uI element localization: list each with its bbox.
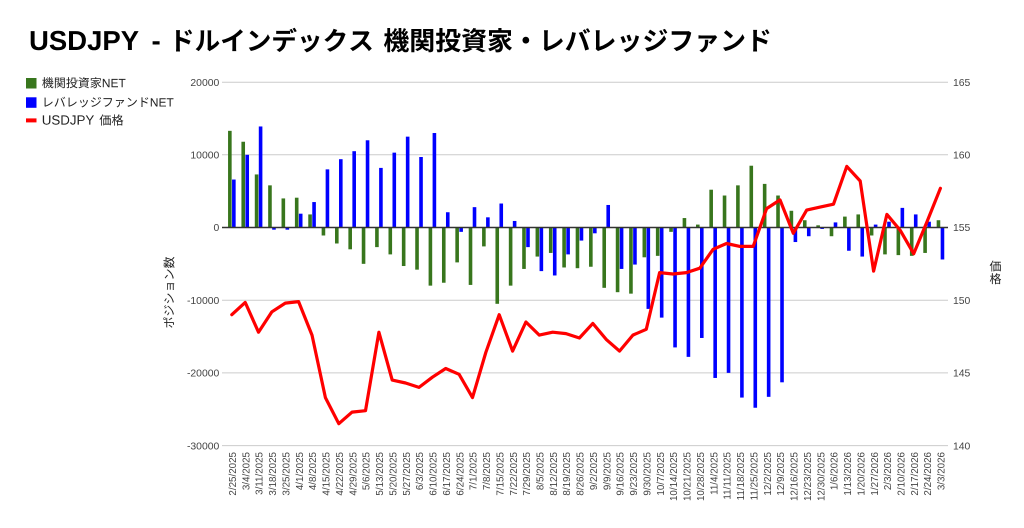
svg-text:3/25/2025: 3/25/2025	[282, 451, 293, 495]
svg-text:7/29/2025: 7/29/2025	[522, 451, 533, 495]
svg-text:2/25/2025: 2/25/2025	[228, 451, 239, 495]
svg-text:6/3/2025: 6/3/2025	[415, 451, 426, 490]
svg-text:5/13/2025: 5/13/2025	[375, 451, 386, 495]
svg-text:5/20/2025: 5/20/2025	[388, 451, 399, 495]
svg-text:12/23/2025: 12/23/2025	[803, 451, 814, 501]
svg-text:12/2/2025: 12/2/2025	[763, 451, 774, 495]
svg-text:165: 165	[953, 78, 971, 89]
svg-text:9/30/2025: 9/30/2025	[643, 451, 654, 495]
svg-text:7/22/2025: 7/22/2025	[509, 451, 520, 495]
svg-text:145: 145	[953, 369, 971, 380]
svg-text:155: 155	[953, 223, 971, 234]
svg-text:10/21/2025: 10/21/2025	[683, 451, 694, 501]
svg-text:9/16/2025: 9/16/2025	[616, 451, 627, 495]
svg-text:3/4/2025: 3/4/2025	[241, 451, 252, 490]
svg-text:10000: 10000	[190, 151, 219, 162]
svg-text:-10000: -10000	[187, 296, 220, 307]
svg-text:7/1/2025: 7/1/2025	[469, 451, 480, 490]
svg-text:8/5/2025: 8/5/2025	[536, 451, 547, 490]
svg-text:1/20/2026: 1/20/2026	[856, 451, 867, 495]
svg-text:2/3/2026: 2/3/2026	[883, 451, 894, 490]
svg-text:4/8/2025: 4/8/2025	[308, 451, 319, 490]
svg-text:0: 0	[214, 223, 220, 234]
svg-text:1/27/2026: 1/27/2026	[870, 451, 881, 495]
svg-text:10/14/2025: 10/14/2025	[669, 451, 680, 501]
svg-text:11/11/2025: 11/11/2025	[723, 451, 734, 499]
svg-text:11/18/2025: 11/18/2025	[736, 451, 747, 500]
svg-text:11/25/2025: 11/25/2025	[749, 451, 760, 500]
svg-text:12/16/2025: 12/16/2025	[790, 451, 801, 501]
svg-text:140: 140	[953, 441, 971, 452]
svg-text:6/10/2025: 6/10/2025	[429, 451, 440, 495]
svg-text:12/30/2025: 12/30/2025	[816, 451, 827, 501]
svg-text:7/15/2025: 7/15/2025	[495, 451, 506, 495]
svg-text:2/10/2026: 2/10/2026	[897, 451, 908, 495]
svg-text:2/24/2026: 2/24/2026	[923, 451, 934, 495]
svg-text:4/15/2025: 4/15/2025	[322, 451, 333, 495]
svg-text:1/13/2026: 1/13/2026	[843, 451, 854, 495]
svg-text:3/18/2025: 3/18/2025	[268, 451, 279, 495]
svg-text:3/11/2025: 3/11/2025	[255, 451, 266, 494]
svg-text:9/2/2025: 9/2/2025	[589, 451, 600, 490]
svg-text:2/17/2026: 2/17/2026	[910, 451, 921, 495]
svg-text:1/6/2026: 1/6/2026	[830, 451, 841, 490]
svg-text:160: 160	[953, 151, 971, 162]
svg-text:3/3/2026: 3/3/2026	[937, 451, 948, 490]
svg-text:4/29/2025: 4/29/2025	[348, 451, 359, 495]
svg-text:10/28/2025: 10/28/2025	[696, 451, 707, 501]
svg-text:10/7/2025: 10/7/2025	[656, 451, 667, 495]
svg-text:8/12/2025: 8/12/2025	[549, 451, 560, 495]
svg-text:4/1/2025: 4/1/2025	[295, 451, 306, 490]
svg-text:20000: 20000	[190, 78, 219, 89]
svg-text:6/17/2025: 6/17/2025	[442, 451, 453, 495]
svg-text:-30000: -30000	[187, 441, 220, 452]
svg-text:5/6/2025: 5/6/2025	[362, 451, 373, 490]
svg-text:150: 150	[953, 296, 971, 307]
svg-text:6/24/2025: 6/24/2025	[455, 451, 466, 495]
svg-text:12/9/2025: 12/9/2025	[776, 451, 787, 495]
svg-text:8/26/2025: 8/26/2025	[576, 451, 587, 495]
svg-text:7/8/2025: 7/8/2025	[482, 451, 493, 490]
svg-text:11/4/2025: 11/4/2025	[709, 451, 720, 494]
svg-text:9/9/2025: 9/9/2025	[602, 451, 613, 490]
svg-text:9/23/2025: 9/23/2025	[629, 451, 640, 495]
svg-text:-20000: -20000	[187, 369, 220, 380]
svg-text:8/19/2025: 8/19/2025	[562, 451, 573, 495]
svg-text:5/27/2025: 5/27/2025	[402, 451, 413, 495]
svg-text:4/22/2025: 4/22/2025	[335, 451, 346, 495]
